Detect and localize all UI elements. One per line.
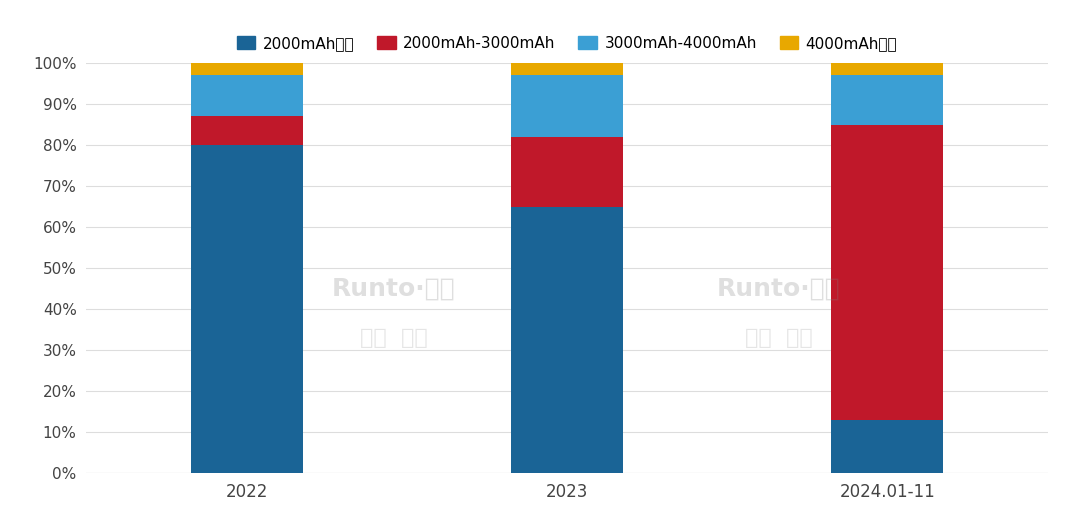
Legend: 2000mAh以下, 2000mAh-3000mAh, 3000mAh-4000mAh, 4000mAh以上: 2000mAh以下, 2000mAh-3000mAh, 3000mAh-4000…	[230, 30, 904, 57]
Bar	[511, 63, 623, 75]
Text: 洛图  科技: 洛图 科技	[360, 328, 428, 348]
Bar	[190, 145, 302, 473]
Bar	[832, 63, 944, 75]
Bar	[511, 207, 623, 473]
Bar	[511, 137, 623, 207]
Text: Runto·科技: Runto·科技	[333, 277, 456, 301]
Bar	[832, 420, 944, 473]
Text: 洛图  科技: 洛图 科技	[744, 328, 812, 348]
Bar	[832, 75, 944, 125]
Text: Runto·科技: Runto·科技	[717, 277, 840, 301]
Bar	[832, 125, 944, 420]
Bar	[511, 75, 623, 137]
Bar	[190, 63, 302, 75]
Bar	[190, 75, 302, 116]
Bar	[190, 116, 302, 145]
